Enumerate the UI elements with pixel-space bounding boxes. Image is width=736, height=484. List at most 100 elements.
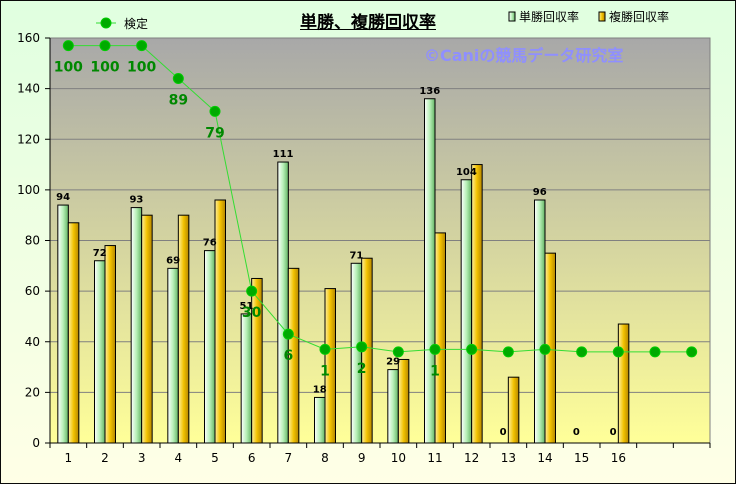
data-label-tansho: 18 [313, 384, 327, 395]
bar-tansho [277, 161, 289, 444]
data-label-tansho: 76 [203, 238, 217, 249]
x-tick-label: 8 [321, 451, 329, 465]
x-tick-label: 13 [501, 451, 516, 465]
line-point [466, 343, 478, 355]
x-tick-label: 5 [211, 451, 219, 465]
data-label-tansho: 71 [349, 250, 363, 261]
legend-label-kentei: 検定 [124, 16, 148, 31]
line-point [649, 346, 661, 358]
data-label-tansho: 111 [273, 149, 294, 160]
bar-tansho [57, 204, 69, 444]
line-point [246, 285, 258, 297]
gridlines [50, 88, 710, 393]
x-tick-label: 7 [285, 451, 293, 465]
line-point [686, 346, 698, 358]
data-label-tansho: 136 [419, 86, 440, 97]
data-label-tansho: 93 [129, 195, 143, 206]
line-point [429, 343, 441, 355]
bar-tansho [314, 396, 326, 444]
data-label-kentei: 1 [320, 363, 330, 379]
line-point [502, 346, 514, 358]
x-tick-label: 9 [358, 451, 366, 465]
data-label-tansho: 0 [610, 427, 617, 438]
line-point [99, 40, 111, 52]
data-label-tansho: 96 [533, 187, 547, 198]
line-point [209, 105, 221, 117]
data-label-kentei: 2 [357, 361, 367, 377]
legend-label-tansho: 単勝回収率 [519, 9, 579, 24]
data-label-tansho: 51 [239, 301, 253, 312]
data-label-kentei: 1 [430, 363, 440, 379]
line-point [576, 346, 588, 358]
x-tick-label: 15 [574, 451, 589, 465]
bar-fukusho [67, 222, 80, 444]
bar-tansho [94, 260, 106, 444]
data-label-tansho: 72 [93, 248, 107, 259]
data-label-kentei: 100 [90, 60, 119, 76]
data-label-kentei: 100 [127, 60, 156, 76]
legend: 検定 単勝回収率 複勝回収率 [96, 9, 669, 31]
x-tick-label: 12 [464, 451, 479, 465]
line-point [392, 346, 404, 358]
data-label-kentei: 30 [242, 305, 262, 321]
bar-tansho [460, 179, 473, 444]
bar-tansho [387, 369, 399, 444]
line-point [136, 40, 148, 52]
line-point [612, 346, 624, 358]
data-label-tansho: 0 [573, 427, 580, 438]
bar-tansho [424, 98, 436, 444]
y-tick-label: 100 [17, 183, 40, 197]
x-tick-label: 6 [248, 451, 256, 465]
bar-tansho [350, 262, 363, 444]
legend-line-marker [100, 17, 112, 29]
data-labels: 94 72 93 69 76 51 111 18 71 29 136 104 0 96 0 0 100 100 10… [54, 60, 617, 438]
y-tick-label: 0 [32, 436, 40, 450]
x-tick-label: 10 [391, 451, 406, 465]
line-point [282, 328, 294, 340]
bar-tansho [130, 207, 143, 444]
data-label-tansho: 0 [500, 427, 507, 438]
bar-fukusho [397, 358, 410, 444]
data-label-kentei: 6 [283, 348, 293, 364]
line-point [172, 73, 184, 84]
data-label-tansho: 29 [386, 357, 400, 368]
line-point [356, 341, 368, 353]
bar-tansho [534, 199, 546, 444]
chart-title: 単勝、複勝回収率 [300, 13, 436, 33]
bar-fukusho [471, 164, 483, 444]
line-point [539, 343, 551, 355]
y-tick-label: 80 [25, 234, 40, 248]
legend-swatch-fukusho [598, 11, 606, 22]
legend-label-fukusho: 複勝回収率 [609, 9, 669, 24]
x-tick-label: 3 [138, 451, 146, 465]
bar-fukusho [177, 214, 190, 444]
line-kentei [68, 45, 692, 353]
x-tick-label: 1 [65, 451, 73, 465]
y-tick-label: 120 [17, 132, 40, 146]
bar-tansho [167, 267, 179, 444]
bar-fukusho [141, 214, 153, 444]
x-tick-label: 11 [427, 451, 442, 465]
bar-fukusho [617, 323, 630, 444]
y-tick-label: 160 [17, 31, 40, 45]
x-tick-label: 2 [101, 451, 109, 465]
x-tick-label: 4 [175, 451, 183, 465]
y-tick-label: 40 [25, 335, 40, 349]
data-label-tansho: 104 [456, 167, 477, 178]
y-tick-label: 140 [17, 82, 40, 96]
bar-fukusho [507, 376, 520, 444]
y-tick-label: 20 [25, 385, 40, 399]
y-tick-label: 60 [25, 284, 40, 298]
bar-tansho [240, 313, 253, 444]
data-label-kentei: 89 [169, 93, 188, 109]
line-point [319, 343, 331, 355]
bar-fukusho [214, 199, 226, 444]
data-label-tansho: 94 [56, 192, 70, 203]
bar-fukusho [104, 245, 116, 444]
data-label-kentei: 100 [54, 60, 83, 76]
bar-fukusho [434, 232, 446, 444]
bar-tansho [204, 250, 216, 444]
legend-swatch-tansho [508, 11, 516, 22]
